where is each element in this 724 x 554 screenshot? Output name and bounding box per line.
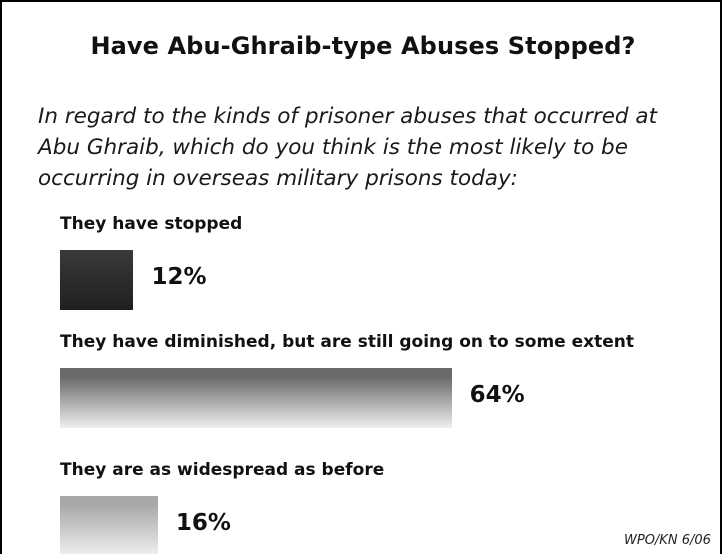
category-label: They have stopped	[60, 214, 243, 234]
category-label: They have diminished, but are still goin…	[60, 332, 634, 352]
bar	[60, 368, 452, 428]
chart-title: Have Abu-Ghraib-type Abuses Stopped?	[90, 32, 636, 60]
bar-value-label: 12%	[151, 264, 207, 290]
bar	[60, 250, 134, 310]
bar-value-label: 16%	[175, 510, 231, 536]
category-label: They are as widespread as before	[60, 460, 385, 480]
question-text: In regard to the kinds of prisoner abuse…	[38, 104, 658, 191]
source-note: WPO/KN 6/06	[624, 533, 711, 548]
bar	[60, 496, 158, 554]
bar-value-label: 64%	[469, 382, 525, 408]
